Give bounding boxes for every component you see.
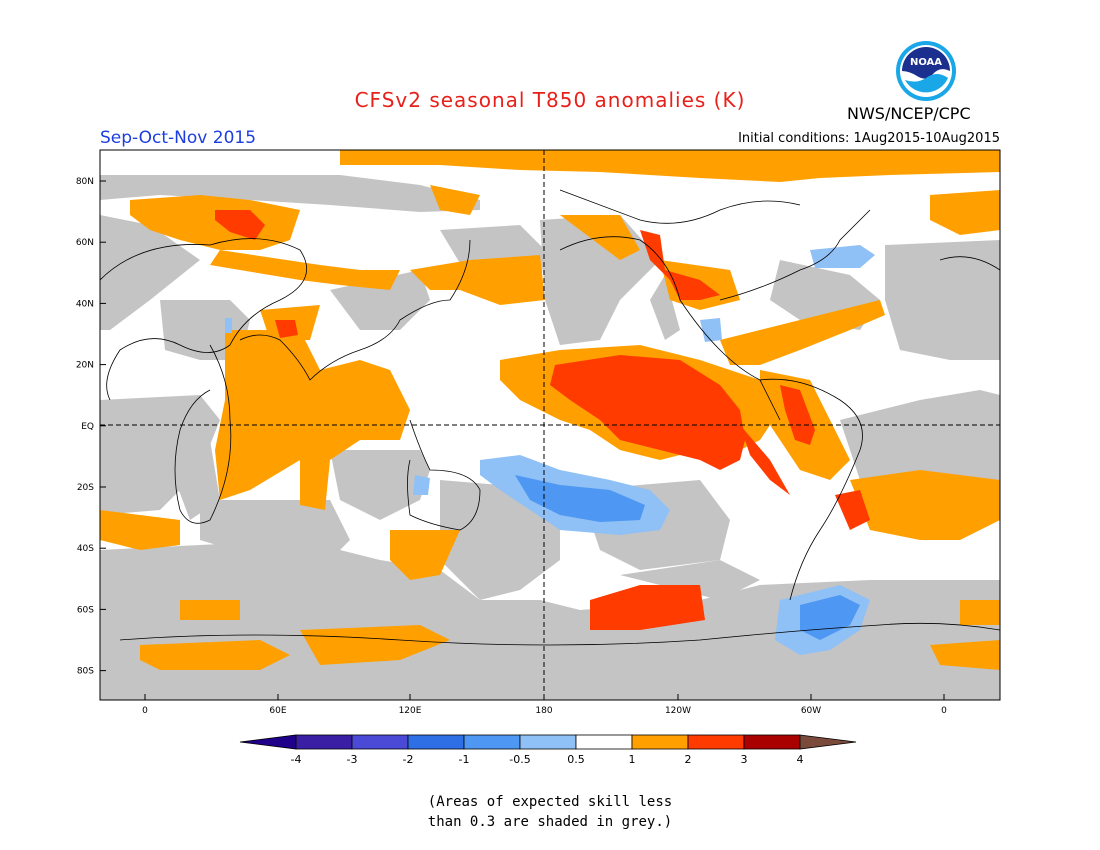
positive-anomaly-1-2 bbox=[215, 210, 870, 630]
map-frame bbox=[99, 149, 1001, 701]
lat-label: 60S bbox=[77, 605, 94, 615]
agency-label: NWS/NCEP/CPC bbox=[847, 104, 971, 123]
noaa-logo: NOAA bbox=[896, 41, 956, 101]
coastlines bbox=[100, 189, 1000, 646]
colorbar-swatch bbox=[519, 734, 577, 750]
skill-note-line-2: than 0.3 are shaded in grey.) bbox=[427, 814, 673, 830]
colorbar-label: 4 bbox=[797, 753, 804, 766]
colorbar-label: 2 bbox=[685, 753, 692, 766]
lon-label: 120W bbox=[665, 706, 691, 716]
colorbar-swatch bbox=[407, 734, 465, 750]
lat-label: 80N bbox=[76, 177, 94, 187]
colorbar-label: -2 bbox=[403, 753, 414, 766]
lat-label: 20N bbox=[76, 361, 94, 371]
map-title: CFSv2 seasonal T850 anomalies (K) bbox=[354, 88, 746, 112]
colorbar-swatch bbox=[295, 734, 353, 750]
colorbar-swatch bbox=[687, 734, 745, 750]
colorbar: -4 -3 -2 -1 -0.5 0.5 1 2 3 4 bbox=[239, 734, 857, 766]
colorbar-swatch bbox=[743, 734, 801, 750]
colorbar-label: -1 bbox=[459, 753, 470, 766]
colorbar-label: -4 bbox=[291, 753, 302, 766]
season-label: Sep-Oct-Nov 2015 bbox=[100, 128, 257, 148]
initial-conditions-label: Initial conditions: 1Aug2015-10Aug2015 bbox=[738, 131, 1000, 146]
svg-text:NOAA: NOAA bbox=[910, 57, 942, 68]
colorbar-label: 0.5 bbox=[567, 753, 585, 766]
negative-anomaly-1-2 bbox=[515, 475, 860, 640]
lat-label: 80S bbox=[77, 667, 94, 677]
lon-label: 60E bbox=[269, 706, 286, 716]
lat-label: 60N bbox=[76, 238, 94, 248]
colorbar-label: -0.5 bbox=[509, 753, 530, 766]
lon-label: 0 bbox=[941, 706, 947, 716]
colorbar-swatch bbox=[631, 734, 689, 750]
lat-label: 20S bbox=[77, 483, 94, 493]
lat-label: 40S bbox=[77, 544, 94, 554]
skill-note-line-1: (Areas of expected skill less bbox=[427, 794, 673, 810]
colorbar-label: 1 bbox=[629, 753, 636, 766]
lon-label: 0 bbox=[142, 706, 148, 716]
skill-note: (Areas of expected skill less than 0.3 a… bbox=[0, 792, 1100, 832]
colorbar-label: -3 bbox=[347, 753, 358, 766]
colorbar-swatch bbox=[575, 734, 633, 750]
longitude-axis: 0 60E 120E 180 120W 60W 0 bbox=[142, 694, 947, 716]
colorbar-swatch bbox=[351, 734, 409, 750]
lon-label: 60W bbox=[801, 706, 821, 716]
lon-label: 180 bbox=[535, 706, 552, 716]
colorbar-swatch bbox=[463, 734, 521, 750]
lon-label: 120E bbox=[399, 706, 422, 716]
lat-label: 40N bbox=[76, 299, 94, 309]
colorbar-right-arrow bbox=[799, 734, 857, 750]
colorbar-left-arrow bbox=[239, 734, 297, 750]
latitude-axis: 80N 60N 40N 20N EQ 20S 40S 60S 80S bbox=[76, 177, 106, 677]
colorbar-label: 3 bbox=[741, 753, 748, 766]
lat-label: EQ bbox=[81, 422, 94, 432]
